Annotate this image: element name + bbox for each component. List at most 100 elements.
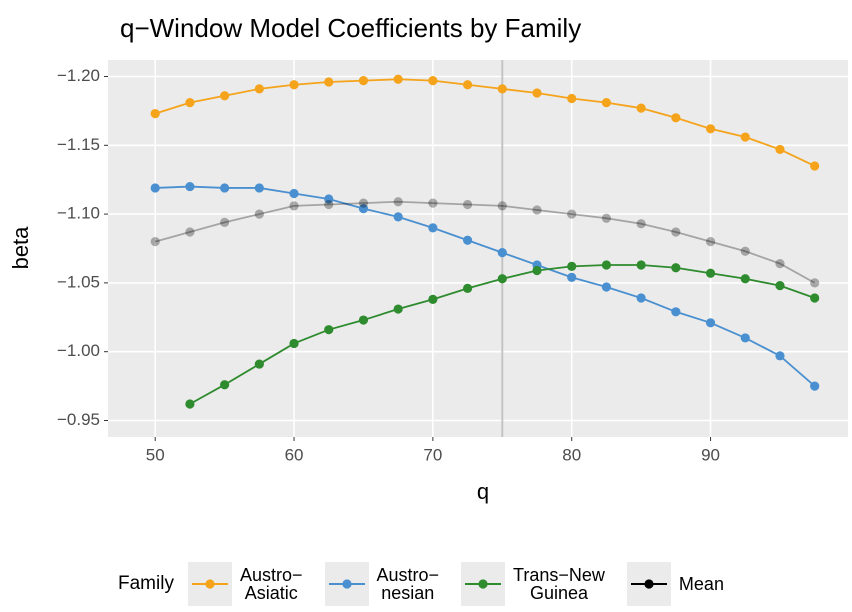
data-point [393,197,403,207]
data-point [324,199,334,210]
data-point [705,237,716,247]
data-point [497,84,507,94]
data-point [393,212,403,222]
data-point [532,205,542,215]
data-point [289,338,299,349]
data-point [324,77,334,87]
y-tick-label: −1.05 [57,272,100,291]
legend-label: Austro− Asiatic [239,565,303,603]
data-point [428,198,438,208]
data-point [567,93,577,104]
legend-title: Family [118,573,174,594]
data-point [497,201,507,211]
data-point [775,259,785,269]
data-point [358,203,369,214]
data-point [810,381,820,391]
data-point [393,304,403,314]
x-axis-label: q [477,479,489,504]
data-point [636,219,646,229]
data-point [671,227,681,237]
series-line [154,78,816,167]
data-point [185,181,195,192]
data-point [671,113,681,123]
data-point [671,263,681,273]
data-point [462,235,473,245]
data-point [428,223,438,233]
data-point [601,213,612,223]
legend-swatch [465,579,502,589]
data-point [220,91,230,101]
x-tick-label: 60 [285,445,304,464]
y-tick-label: −1.00 [57,341,100,360]
legend-swatch [328,579,365,589]
data-point [740,132,750,142]
data-point [636,103,646,113]
data-point [289,188,299,199]
data-point [428,294,438,305]
legend: Family Austro− Asiatic Austro− nesian Tran… [118,556,732,612]
data-point [254,359,264,369]
data-point [462,283,473,294]
legend-dot [478,579,488,589]
data-point [497,274,507,284]
y-tick-label: −1.15 [57,135,100,154]
legend-swatch [630,579,667,589]
data-point [254,209,264,219]
legend-label: Austro− nesian [376,565,440,603]
legend-key [461,562,506,606]
data-point [324,194,334,204]
data-point [567,209,577,219]
series-line [155,185,816,387]
data-point [185,98,195,108]
data-point [740,246,750,256]
data-point [497,248,507,258]
data-point [705,124,716,134]
data-point [775,351,785,361]
y-tick-label: −1.20 [57,66,100,85]
data-point [428,76,438,86]
data-point [567,272,577,282]
data-point [636,293,646,303]
y-tick-label: −0.95 [57,410,100,429]
data-point [601,282,612,292]
data-point [150,237,160,247]
data-point [810,278,820,288]
data-point [775,144,785,155]
legend-key [187,562,232,606]
legend-swatch [191,579,228,589]
data-point [220,217,230,227]
legend-dot [341,579,352,589]
data-point [705,318,716,328]
data-point [289,80,299,90]
data-point [358,198,369,208]
data-point [393,74,403,84]
data-point [810,161,820,171]
data-point [185,227,195,237]
data-point [740,333,750,343]
data-point [220,380,230,390]
x-tick-label: 80 [562,445,581,464]
chart-title: q−Window Model Coefficients by Family [120,13,581,43]
data-point [740,274,750,284]
data-point [462,199,473,210]
legend-key [324,562,369,606]
legend-label: Trans−New Guinea [513,565,605,603]
x-tick-label: 50 [146,445,165,464]
data-point [601,98,612,108]
data-point [636,260,646,270]
series-line [154,200,816,284]
data-point [810,293,820,303]
legend-dot [205,579,215,589]
x-tick-label: 70 [423,445,442,464]
data-point [254,183,264,193]
data-point [775,281,785,291]
data-point [532,88,542,98]
chart: q−Window Model Coefficients by Family q … [8,13,848,504]
legend-label: Mean [678,574,724,594]
data-point [324,325,334,335]
data-point [567,261,577,271]
data-point [358,76,369,86]
legend-key [626,562,671,606]
x-tick-label: 90 [701,445,720,464]
